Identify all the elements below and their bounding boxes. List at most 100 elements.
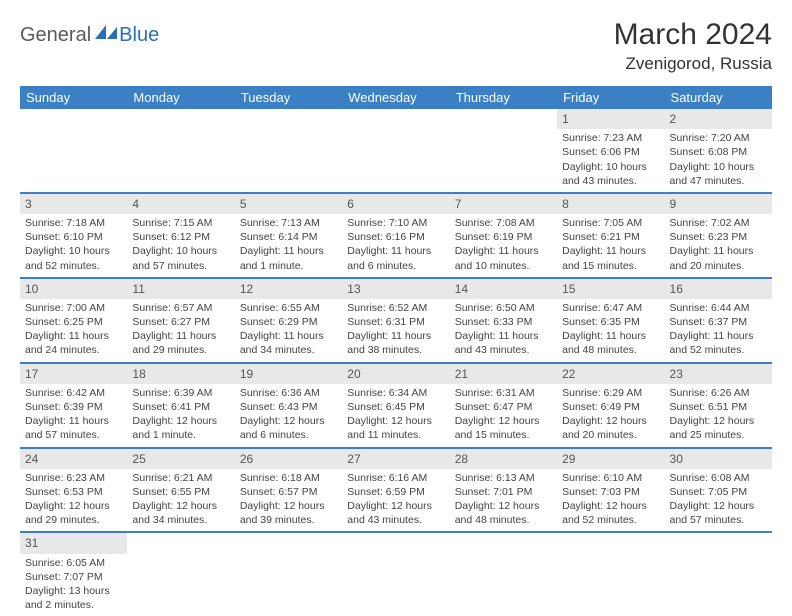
daylight-text: Daylight: 12 hours and 6 minutes. [240,414,337,442]
daylight-text: Daylight: 11 hours and 57 minutes. [25,414,122,442]
daylight-text: Daylight: 12 hours and 57 minutes. [670,499,767,527]
day-number: 7 [450,194,557,214]
calendar-cell: 1Sunrise: 7:23 AMSunset: 6:06 PMDaylight… [557,109,664,193]
calendar-cell: 12Sunrise: 6:55 AMSunset: 6:29 PMDayligh… [235,278,342,363]
calendar-table: Sunday Monday Tuesday Wednesday Thursday… [20,86,772,616]
daylight-text: Daylight: 12 hours and 34 minutes. [132,499,229,527]
logo-text-blue: Blue [119,24,159,47]
sunrise-text: Sunrise: 6:26 AM [670,386,767,400]
sunrise-text: Sunrise: 6:34 AM [347,386,444,400]
sunrise-text: Sunrise: 6:21 AM [132,471,229,485]
day-number: 31 [20,533,127,553]
sunset-text: Sunset: 6:21 PM [562,230,659,244]
daylight-text: Daylight: 11 hours and 43 minutes. [455,329,552,357]
weekday-header: Sunday [20,86,127,109]
weekday-header: Saturday [665,86,772,109]
day-number [235,109,342,113]
daylight-text: Daylight: 11 hours and 24 minutes. [25,329,122,357]
sunset-text: Sunset: 6:33 PM [455,315,552,329]
sunset-text: Sunset: 6:29 PM [240,315,337,329]
calendar-cell [20,109,127,193]
sunset-text: Sunset: 6:41 PM [132,400,229,414]
sunrise-text: Sunrise: 6:44 AM [670,301,767,315]
daylight-text: Daylight: 12 hours and 20 minutes. [562,414,659,442]
day-body: Sunrise: 6:08 AMSunset: 7:05 PMDaylight:… [665,469,772,532]
sunrise-text: Sunrise: 6:57 AM [132,301,229,315]
sunset-text: Sunset: 6:37 PM [670,315,767,329]
daylight-text: Daylight: 10 hours and 43 minutes. [562,160,659,188]
sunset-text: Sunset: 6:35 PM [562,315,659,329]
day-number: 9 [665,194,772,214]
day-number [665,533,772,537]
sunset-text: Sunset: 6:39 PM [25,400,122,414]
calendar-cell: 7Sunrise: 7:08 AMSunset: 6:19 PMDaylight… [450,193,557,278]
day-number: 1 [557,109,664,129]
day-number: 12 [235,279,342,299]
month-title: March 2024 [614,18,772,52]
day-number: 10 [20,279,127,299]
day-number: 24 [20,449,127,469]
calendar-cell [665,532,772,616]
sunrise-text: Sunrise: 7:20 AM [670,131,767,145]
sunset-text: Sunset: 6:51 PM [670,400,767,414]
sail-icon [95,25,117,39]
day-number [450,109,557,113]
day-number: 2 [665,109,772,129]
sunrise-text: Sunrise: 6:16 AM [347,471,444,485]
calendar-cell: 4Sunrise: 7:15 AMSunset: 6:12 PMDaylight… [127,193,234,278]
calendar-cell [450,109,557,193]
day-body: Sunrise: 7:20 AMSunset: 6:08 PMDaylight:… [665,129,772,192]
calendar-cell: 31Sunrise: 6:05 AMSunset: 7:07 PMDayligh… [20,532,127,616]
day-number: 4 [127,194,234,214]
day-number [127,109,234,113]
day-body: Sunrise: 6:29 AMSunset: 6:49 PMDaylight:… [557,384,664,447]
sunset-text: Sunset: 6:14 PM [240,230,337,244]
day-number: 18 [127,364,234,384]
sunset-text: Sunset: 6:45 PM [347,400,444,414]
daylight-text: Daylight: 10 hours and 57 minutes. [132,244,229,272]
calendar-cell: 14 Sunrise: 6:50 AMSunset: 6:33 PMDayligh… [450,278,557,363]
day-number: 13 [342,279,449,299]
sunrise-text: Sunrise: 7:23 AM [562,131,659,145]
sunrise-text: Sunrise: 7:18 AM [25,216,122,230]
calendar-cell: 9Sunrise: 7:02 AMSunset: 6:23 PMDaylight… [665,193,772,278]
sunset-text: Sunset: 7:03 PM [562,485,659,499]
sunrise-text: Sunrise: 7:02 AM [670,216,767,230]
calendar-cell: 21Sunrise: 6:31 AMSunset: 6:47 PMDayligh… [450,363,557,448]
day-number: 21 [450,364,557,384]
calendar-row: 10Sunrise: 7:00 AMSunset: 6:25 PMDayligh… [20,278,772,363]
sunrise-text: Sunrise: 6:36 AM [240,386,337,400]
day-number: 28 [450,449,557,469]
calendar-cell [235,532,342,616]
day-number: 14 [450,279,557,299]
sunrise-text: Sunrise: 6:50 AM [455,301,552,315]
sunrise-text: Sunrise: 6:47 AM [562,301,659,315]
day-body: Sunrise: 6:57 AMSunset: 6:27 PMDaylight:… [127,299,234,362]
calendar-cell: 28Sunrise: 6:13 AMSunset: 7:01 PMDayligh… [450,448,557,533]
daylight-text: Daylight: 12 hours and 52 minutes. [562,499,659,527]
calendar-cell: 2Sunrise: 7:20 AMSunset: 6:08 PMDaylight… [665,109,772,193]
day-number [342,109,449,113]
sunrise-text: Sunrise: 6:52 AM [347,301,444,315]
sunset-text: Sunset: 6:59 PM [347,485,444,499]
sunset-text: Sunset: 7:07 PM [25,570,122,584]
sunrise-text: Sunrise: 7:00 AM [25,301,122,315]
sunset-text: Sunset: 6:23 PM [670,230,767,244]
calendar-cell: 24Sunrise: 6:23 AMSunset: 6:53 PMDayligh… [20,448,127,533]
sunrise-text: Sunrise: 6:05 AM [25,556,122,570]
day-number: 23 [665,364,772,384]
daylight-text: Daylight: 12 hours and 11 minutes. [347,414,444,442]
daylight-text: Daylight: 11 hours and 15 minutes. [562,244,659,272]
sunrise-text: Sunrise: 7:05 AM [562,216,659,230]
sunrise-text: Sunrise: 6:08 AM [670,471,767,485]
calendar-cell: 26Sunrise: 6:18 AMSunset: 6:57 PMDayligh… [235,448,342,533]
day-body: Sunrise: 6:21 AMSunset: 6:55 PMDaylight:… [127,469,234,532]
daylight-text: Daylight: 10 hours and 47 minutes. [670,160,767,188]
day-number [557,533,664,537]
day-body: Sunrise: 6:39 AMSunset: 6:41 PMDaylight:… [127,384,234,447]
day-body: Sunrise: 7:13 AMSunset: 6:14 PMDaylight:… [235,214,342,277]
sunset-text: Sunset: 6:47 PM [455,400,552,414]
sunrise-text: Sunrise: 6:23 AM [25,471,122,485]
sunset-text: Sunset: 6:10 PM [25,230,122,244]
calendar-cell: 19Sunrise: 6:36 AMSunset: 6:43 PMDayligh… [235,363,342,448]
